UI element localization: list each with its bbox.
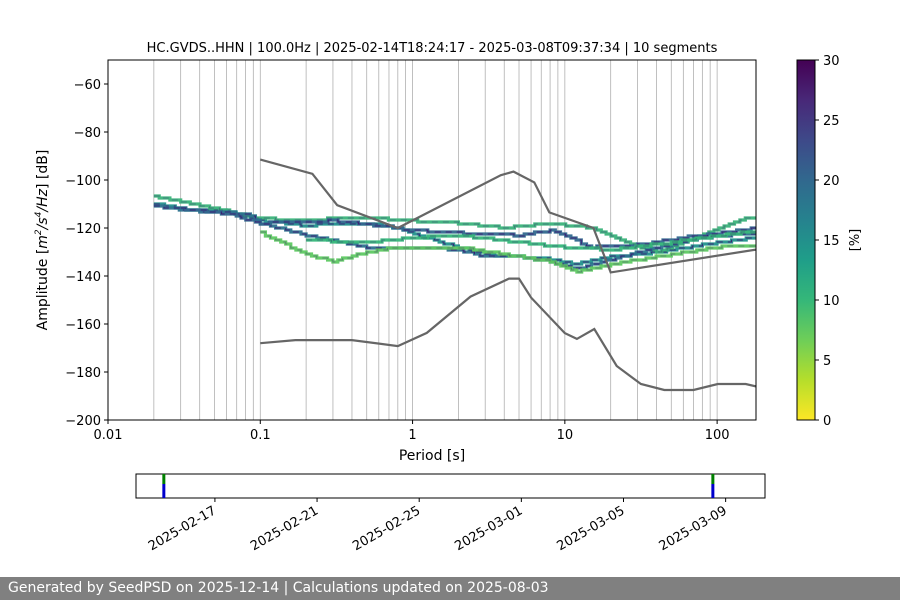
x-tick-label: 0.1 (250, 428, 271, 443)
colorbar-label: [%] (848, 229, 863, 252)
psd-band-band-d (260, 230, 756, 274)
availability-segment-top (711, 474, 715, 484)
plot-area-frame (107, 59, 757, 421)
timeline-tick-label: 2025-03-05 (555, 503, 628, 554)
colorbar-tick-label: 30 (823, 54, 840, 69)
colorbar-tick-label: 0 (823, 414, 831, 429)
colorbar-tick-label: 25 (823, 114, 840, 129)
y-tick-label: −120 (65, 222, 101, 237)
colorbar-tick-label: 5 (823, 354, 831, 369)
availability-segment-bottom (711, 484, 715, 498)
colorbar-tick-label: 20 (823, 174, 840, 189)
psd-band-core-band-d (260, 231, 756, 273)
timeline-ticks: 2025-02-17 2025-02-21 2025-02-25 2025-03-01… (146, 498, 730, 554)
colorbar-tick-label: 10 (823, 294, 840, 309)
noise-model-nhnm (260, 158, 756, 274)
y-axis-label: Amplitude [m2/s4/Hz] [dB] (34, 150, 51, 331)
x-axis-label: Period [s] (399, 448, 465, 464)
psd-band-core-band-f (306, 231, 756, 251)
psd-bands (153, 194, 756, 274)
availability-timeline-frame (135, 473, 766, 499)
chart-title: HC.GVDS..HHN | 100.0Hz | 2025-02-14T18:2… (147, 41, 718, 56)
y-tick-label: −80 (74, 126, 101, 141)
y-tick-label: −140 (65, 270, 101, 285)
colorbar-ticks: 0 5 10 15 20 25 30 (815, 54, 840, 429)
x-axis-ticks: 0.01 0.1 1 10 100 (94, 420, 730, 443)
x-tick-label: 0.01 (94, 428, 123, 443)
y-axis-ticks: −200 −180 −160 −140 −120 −100 −80 −60 (65, 78, 108, 429)
availability-segments (162, 474, 715, 498)
noise-models (260, 158, 756, 392)
y-tick-label: −100 (65, 174, 101, 189)
psd-band-core-band-e (180, 207, 756, 249)
timeline-tick-label: 2025-03-09 (657, 503, 730, 554)
timeline-tick-label: 2025-02-25 (350, 503, 423, 554)
psd-band-core-band-a (153, 203, 756, 265)
x-tick-label: 100 (705, 428, 730, 443)
y-tick-label: −60 (74, 78, 101, 93)
footer-credit: Generated by SeedPSD on 2025-12-14 | Cal… (0, 577, 900, 600)
x-tick-label: 1 (408, 428, 416, 443)
availability-segment-bottom (162, 484, 166, 498)
availability-segment-top (162, 474, 166, 484)
y-tick-label: −160 (65, 318, 101, 333)
timeline-tick-label: 2025-02-17 (146, 503, 219, 554)
timeline-tick-label: 2025-02-21 (248, 503, 321, 554)
y-tick-label: −200 (65, 414, 101, 429)
x-tick-label: 10 (557, 428, 574, 443)
noise-model-nlnm (260, 277, 756, 392)
colorbar (796, 59, 816, 421)
grid (107, 60, 718, 420)
psd-band-band-f (306, 230, 756, 252)
y-tick-label: −180 (65, 366, 101, 381)
timeline-tick-label: 2025-03-01 (452, 503, 525, 554)
colorbar-tick-label: 15 (823, 234, 840, 249)
psd-figure: HC.GVDS..HHN | 100.0Hz | 2025-02-14T18:2… (34, 41, 863, 554)
